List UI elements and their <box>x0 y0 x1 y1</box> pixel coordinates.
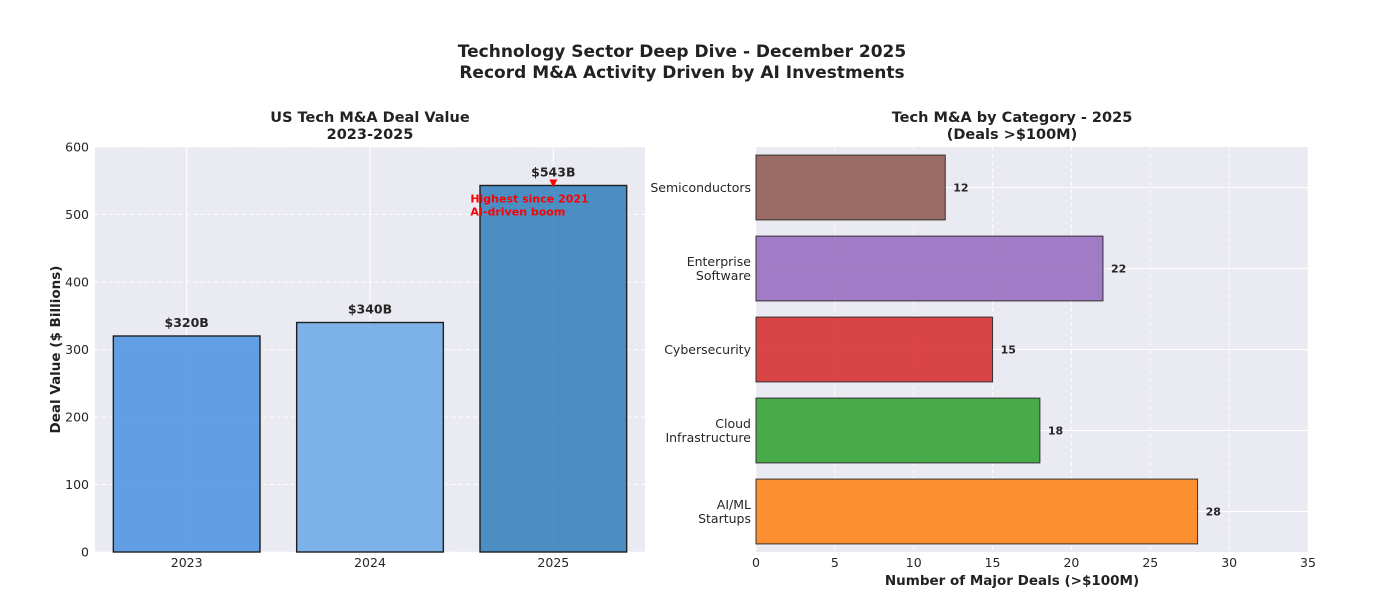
bar-value-label: 22 <box>1111 263 1126 276</box>
annotation-line1: Highest since 2021 <box>470 192 588 205</box>
y-tick-label: Semiconductors <box>650 180 751 195</box>
x-tick-label: 2025 <box>537 555 569 570</box>
y-tick-label: Infrastructure <box>665 430 751 445</box>
bar-cloud-infrastructure <box>755 397 1041 464</box>
x-tick-label: 2023 <box>171 555 203 570</box>
bar-aiml-startups <box>755 478 1199 545</box>
y-tick-label: 500 <box>65 207 89 222</box>
left-title-line1: US Tech M&A Deal Value <box>270 110 470 126</box>
bar-2024 <box>295 321 445 553</box>
bar-2025 <box>479 184 628 553</box>
x-tick-label: 10 <box>906 555 922 570</box>
bar-value-label: $320B <box>165 315 209 330</box>
x-axis-label: Number of Major Deals (>$100M) <box>885 573 1139 589</box>
x-tick-label: 20 <box>1063 555 1079 570</box>
y-tick-label: 200 <box>65 410 89 425</box>
right-title-line2: (Deals >$100M) <box>947 127 1078 143</box>
x-tick-label: 35 <box>1300 555 1316 570</box>
right-title-line1: Tech M&A by Category - 2025 <box>892 110 1133 126</box>
y-tick-label: 600 <box>65 140 89 155</box>
bar-enterprise-software <box>755 235 1104 302</box>
figure-title-line1: Technology Sector Deep Dive - December 2… <box>458 42 906 62</box>
y-tick-label: Startups <box>698 511 751 526</box>
bar-value-label: 12 <box>953 182 968 195</box>
y-tick-label: Cybersecurity <box>664 342 751 357</box>
figure-title-line2: Record M&A Activity Driven by AI Investm… <box>459 63 904 83</box>
bar-value-label: $543B <box>531 164 575 179</box>
bar-2023 <box>112 335 261 553</box>
y-tick-label: AI/ML <box>717 497 751 512</box>
bar-value-label: $340B <box>348 302 392 317</box>
bar-semiconductors <box>755 154 946 221</box>
x-tick-label: 30 <box>1221 555 1237 570</box>
x-tick-label: 0 <box>752 555 760 570</box>
y-tick-label: 300 <box>65 342 89 357</box>
y-tick-label: Software <box>696 268 751 283</box>
y-tick-label: Cloud <box>715 416 751 431</box>
x-tick-label: 15 <box>985 555 1001 570</box>
y-axis-label: Deal Value ($ Billions) <box>48 266 64 434</box>
x-tick-label: 2024 <box>354 555 386 570</box>
annotation-arrow <box>549 179 558 188</box>
y-tick-label: 100 <box>65 477 89 492</box>
y-tick-label: 400 <box>65 275 89 290</box>
y-tick-label: 0 <box>81 545 89 560</box>
bar-value-label: 15 <box>1001 344 1016 357</box>
deal-value-chart: 0 100 200 300 400 500 600 $320B 2023 $340B 2024 $54… <box>48 110 645 570</box>
bar-value-label: 18 <box>1048 425 1063 438</box>
bar-value-label: 28 <box>1206 506 1221 519</box>
annotation-line2: AI-driven boom <box>470 205 565 218</box>
x-tick-label: 5 <box>831 555 839 570</box>
y-tick-label: Enterprise <box>687 254 752 269</box>
bar-cybersecurity <box>755 316 994 383</box>
x-tick-label: 25 <box>1142 555 1158 570</box>
left-title-line2: 2023-2025 <box>327 127 414 143</box>
